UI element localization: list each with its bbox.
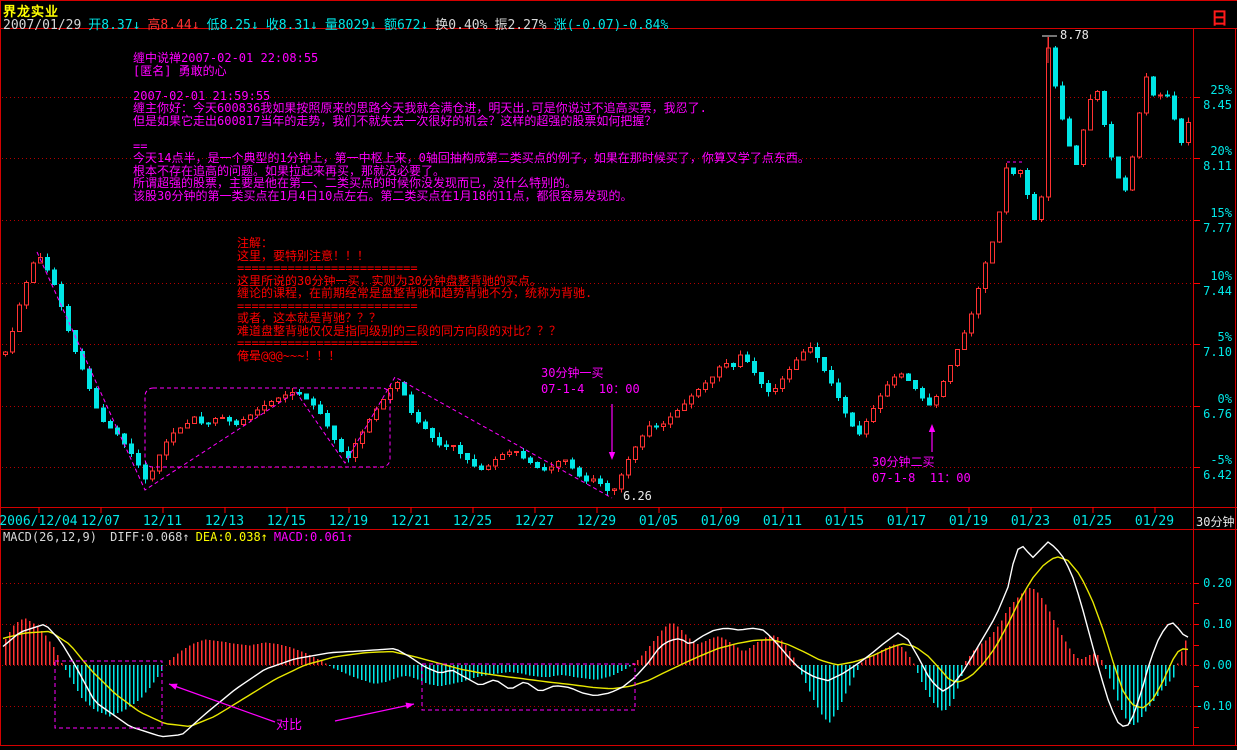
date-tick-label: 01/15 bbox=[824, 514, 865, 529]
forum-annotation-line: [匿名] 勇敢的心 bbox=[133, 63, 227, 78]
note-annotation-line: 这里所说的30分钟一买，实则为30分钟盘整背驰的买点。 bbox=[237, 273, 542, 288]
quote-field: 涨(-0.07)-0.84% bbox=[553, 18, 669, 33]
forum-annotation-line: 根本不存在追高的问题。如果拉起来再买，那就没必要了。 bbox=[133, 163, 446, 178]
high-price-label: 8.78 bbox=[1060, 28, 1089, 42]
price-tick-label: 6.42 bbox=[1203, 468, 1232, 482]
timeframe-label[interactable]: 30分钟 bbox=[1196, 515, 1235, 529]
quote-field: 换0.40% bbox=[435, 18, 488, 33]
date-tick-label: 01/25 bbox=[1072, 514, 1113, 529]
forum-annotation-block: 缠中说禅2007-02-01 22:08:55 [匿名] 勇敢的心 2007-02-… bbox=[133, 52, 810, 202]
quote-field: 收8.31↓ bbox=[265, 18, 318, 33]
date-tick-label: 01/29 bbox=[1134, 514, 1175, 529]
forum-annotation-line: 今天14点半，是一个典型的1分钟上，第一中枢上来，0轴回抽构成第二类买点的例子，… bbox=[133, 151, 810, 165]
macd-header: MACD(26,12,9) DIFF:0.068↑ DEA:0.038↑ MACD:… bbox=[3, 530, 359, 544]
forum-annotation-line: 2007-02-01 21:59:55 bbox=[133, 88, 271, 103]
date-tick-label: 12/13 bbox=[204, 514, 245, 529]
pct-tick-label: 25% bbox=[1210, 83, 1232, 97]
forum-annotation-line bbox=[133, 127, 810, 140]
note-annotation-line: 难道盘整背驰仅仅是指同级别的三段的同方向段的对比？？？ bbox=[237, 323, 562, 338]
date-tick-label: 12/21 bbox=[390, 514, 431, 529]
note-annotation-line: ========================= bbox=[237, 336, 418, 350]
macd-header-diff: DIFF:0.068↑ bbox=[110, 530, 190, 544]
forum-annotation-line bbox=[133, 77, 810, 90]
date-tick-label: 12/07 bbox=[80, 514, 121, 529]
macd-header-label: MACD(26,12,9) bbox=[3, 530, 105, 544]
date-tick-label: 12/29 bbox=[576, 514, 617, 529]
pct-tick-label: 0% bbox=[1217, 392, 1232, 406]
quote-field: 量8029↓ bbox=[324, 18, 377, 33]
macd-header-macd: MACD:0.061↑ bbox=[273, 530, 354, 544]
date-tick-label: 01/11 bbox=[762, 514, 803, 529]
note-annotation-line: 这里，要特别注意！！！ bbox=[237, 248, 370, 263]
quote-infobar: 2007/01/29 开8.37↓ 高8.44↓ 低8.25↓ 收8.31↓ 量8029↓… bbox=[3, 14, 675, 33]
note-annotation-line: 注解： bbox=[237, 236, 274, 250]
pct-tick-label: 15% bbox=[1210, 206, 1232, 220]
note-annotation-block: 注解： 这里，要特别注意！！！ ========================= 这… bbox=[237, 237, 592, 362]
forum-annotation-line: 缠中说禅2007-02-01 22:08:55 bbox=[133, 51, 319, 65]
quote-field: 低8.25↓ bbox=[206, 18, 259, 33]
price-tick-label: 8.11 bbox=[1203, 159, 1232, 173]
daily-period-icon[interactable]: 日 bbox=[1211, 9, 1228, 29]
pct-tick-label: 5% bbox=[1217, 330, 1232, 344]
macd-tick-label: 0.00 bbox=[1203, 658, 1232, 672]
date-tick-label: 12/15 bbox=[266, 514, 307, 529]
buy1-label: 30分钟一买 07-1-4 10：00 bbox=[541, 366, 640, 396]
macd-tick-label: 0.10 bbox=[1203, 617, 1232, 631]
pct-tick-label: 20% bbox=[1210, 144, 1232, 158]
forum-annotation-line: 缠主你好：今天600836我如果按照原来的思路今天我就会满仓进，明天出.可是你说… bbox=[133, 101, 707, 115]
price-tick-label: 7.10 bbox=[1203, 345, 1232, 359]
forum-annotation-line: == bbox=[133, 138, 148, 153]
note-annotation-line: 或者，这本就是背驰？？？ bbox=[237, 311, 382, 325]
note-annotation-line: 缠论的课程，在前期经常是盘整背驰和趋势背驰不分，统称为背驰. bbox=[237, 286, 593, 300]
macd-tick-label: 0.20 bbox=[1203, 576, 1232, 590]
note-annotation-line: 俺晕@@@~~~！！！ bbox=[237, 348, 341, 363]
date-tick-label: 12/27 bbox=[514, 514, 555, 529]
note-annotation-line: ========================= bbox=[237, 261, 418, 275]
date-tick-label: 01/17 bbox=[886, 514, 927, 529]
compare-label: 对比 bbox=[276, 718, 303, 733]
macd-tick-label: -0.10 bbox=[1195, 699, 1232, 713]
forum-annotation-line: 但是如果它走出600817当年的走势，我们不就失去一次很好的机会？这样的超强的股… bbox=[133, 113, 657, 128]
date-tick-label: 2006/12/04 bbox=[0, 514, 78, 529]
price-tick-label: 6.76 bbox=[1203, 407, 1232, 421]
price-tick-label: 8.45 bbox=[1203, 98, 1232, 112]
quote-field: 开8.37↓ bbox=[88, 18, 141, 33]
pct-tick-label: -5% bbox=[1210, 453, 1232, 467]
stock-title: 界龙实业 bbox=[3, 5, 60, 20]
quote-field: 额672↓ bbox=[383, 18, 429, 33]
quote-field: 振2.27% bbox=[494, 18, 547, 33]
pct-tick-label: 10% bbox=[1210, 269, 1232, 283]
buy2-label: 30分钟二买 07-1-8 11：00 bbox=[872, 455, 971, 485]
price-tick-label: 7.77 bbox=[1203, 221, 1232, 235]
date-tick-label: 01/23 bbox=[1010, 514, 1051, 529]
quote-field: 高8.44↓ bbox=[147, 18, 200, 33]
date-tick-label: 01/19 bbox=[948, 514, 989, 529]
price-tick-label: 7.44 bbox=[1203, 284, 1232, 298]
date-tick-label: 12/25 bbox=[452, 514, 493, 529]
note-annotation-line: ========================= bbox=[237, 298, 418, 313]
forum-annotation-line: 所谓超强的股票，主要是他在第一、二类买点的时候你没发现而已，没什么特别的。 bbox=[133, 176, 578, 190]
macd-header-dea: DEA:0.038↑ bbox=[195, 530, 268, 544]
date-tick-label: 12/19 bbox=[328, 514, 369, 529]
forum-annotation-line: 该股30分钟的第一类买点在1月4日10点左右。第二类买点在1月18的11点，都很… bbox=[133, 188, 633, 203]
date-tick-label: 01/09 bbox=[700, 514, 741, 529]
date-tick-label: 12/11 bbox=[142, 514, 183, 529]
low-price-label: 6.26 bbox=[623, 489, 652, 503]
quote-date: 2007/01/29 bbox=[3, 18, 82, 33]
date-tick-label: 01/05 bbox=[638, 514, 679, 529]
